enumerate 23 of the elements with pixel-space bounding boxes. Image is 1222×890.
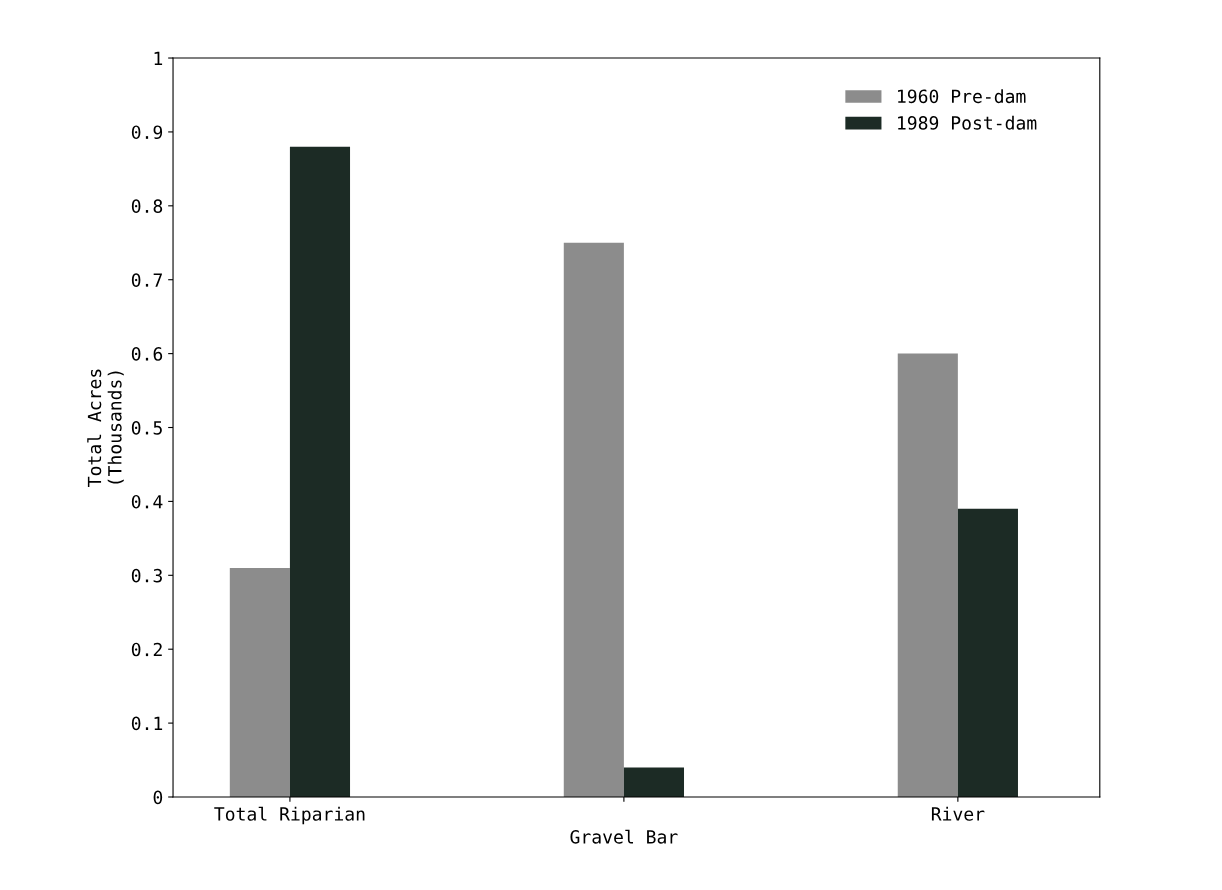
y-tick-label: 0.7 (131, 273, 162, 287)
bar (623, 767, 685, 797)
y-tick-label: 0.1 (131, 716, 163, 731)
bar (563, 242, 624, 797)
x-tick-label: Total Riparian (214, 806, 365, 825)
y-tick-label: 0.4 (131, 494, 163, 509)
y-tick-label: 0 (153, 790, 163, 805)
y-tick-label: 1 (154, 51, 163, 65)
legend-label: 1960 Pre-dam (898, 89, 1026, 104)
x-tick-label: River (931, 806, 985, 821)
bar (289, 146, 351, 797)
y-tick-label: 0.5 (131, 421, 162, 435)
y-tick-label: 0.2 (131, 642, 162, 657)
x-tick-label: Gravel Bar (570, 829, 678, 844)
y-axis-title: Total Acres (Thousands) (87, 369, 124, 487)
legend-label: 1989 Post-dam (898, 115, 1037, 130)
bar (957, 508, 1018, 797)
y-tick-label: 0.3 (131, 568, 162, 583)
bar (229, 567, 290, 797)
y-tick-label: 0.6 (131, 347, 163, 361)
bar (897, 353, 958, 797)
y-tick-label: 0.8 (131, 199, 163, 213)
y-tick-label: 0.9 (131, 125, 163, 140)
